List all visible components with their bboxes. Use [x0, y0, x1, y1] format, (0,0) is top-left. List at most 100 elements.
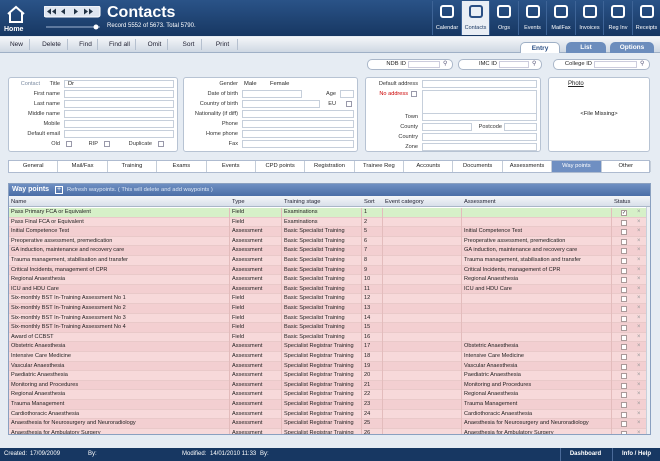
delete-button[interactable]: ×	[637, 247, 641, 254]
delete-button[interactable]: ×	[637, 276, 641, 283]
delete-button[interactable]: ×	[637, 209, 641, 215]
waypoint-row[interactable]: Vascular Anaesthesia Assessment Specialist…	[9, 361, 646, 372]
waypoint-row[interactable]: Pass Primary FCA or Equivalent Field Exami…	[9, 208, 646, 218]
status-checkbox[interactable]	[621, 248, 627, 255]
home-icon[interactable]	[6, 5, 26, 23]
waypoint-row[interactable]: Preoperative assessment, premedication As…	[9, 236, 646, 247]
status-checkbox[interactable]	[621, 382, 627, 389]
section-tab[interactable]: Assessments	[503, 161, 553, 172]
section-tab[interactable]: Trainee Reg	[355, 161, 405, 172]
waypoint-row[interactable]: Trauma Management Assessment Specialist Re…	[9, 400, 646, 410]
delete-button[interactable]: ×	[637, 343, 641, 350]
name-row-field[interactable]	[64, 120, 174, 128]
delete-button[interactable]: ×	[637, 353, 641, 359]
section-tab[interactable]: General	[9, 161, 59, 172]
name-row-field[interactable]	[64, 90, 174, 98]
status-checkbox[interactable]	[621, 258, 627, 264]
status-checkbox[interactable]	[621, 411, 627, 418]
delete-button[interactable]: ×	[637, 266, 641, 273]
status-checkbox[interactable]	[621, 344, 627, 351]
module-button[interactable]: Invoices	[574, 1, 603, 35]
waypoint-row[interactable]: Six-monthly BST In-Training Assessment N…	[9, 323, 646, 333]
section-tab[interactable]: Registration	[305, 161, 355, 172]
country-field[interactable]	[422, 133, 537, 141]
refresh-button[interactable]: +	[55, 186, 63, 194]
waypoint-row[interactable]: Trauma management, stabilisation and tra…	[9, 256, 646, 266]
delete-button[interactable]: ×	[637, 420, 641, 427]
delete-button[interactable]: ×	[637, 237, 641, 244]
view-tab[interactable]: List	[566, 42, 606, 53]
view-tab[interactable]: Entry	[520, 42, 560, 53]
status-checkbox[interactable]	[621, 430, 627, 434]
search-box[interactable]: NDB ID ⚲	[367, 59, 453, 70]
toolbar-button[interactable]: Find	[74, 39, 98, 50]
status-checkbox[interactable]	[621, 286, 627, 293]
search-box[interactable]: IMC ID ⚲	[458, 59, 542, 70]
status-checkbox[interactable]	[621, 421, 627, 428]
country-of-birth-field[interactable]	[242, 100, 320, 108]
status-checkbox[interactable]	[621, 392, 627, 399]
status-checkbox[interactable]	[621, 277, 627, 284]
status-checkbox[interactable]	[621, 306, 627, 312]
delete-button[interactable]: ×	[637, 218, 641, 225]
delete-button[interactable]: ×	[637, 314, 641, 321]
nationality-field[interactable]	[242, 110, 354, 118]
waypoint-row[interactable]: Obstetric Anaesthesia Assessment Specialis…	[9, 342, 646, 352]
town-field[interactable]	[422, 113, 537, 121]
delete-button[interactable]: ×	[637, 305, 641, 311]
waypoint-row[interactable]: Regional Anaesthesia Assessment Basic Spec…	[9, 275, 646, 285]
module-button[interactable]: MailFax	[546, 1, 574, 35]
section-tab[interactable]: Training	[108, 161, 158, 172]
photo-label[interactable]: Photo	[568, 81, 584, 87]
phone-field[interactable]	[242, 120, 354, 128]
module-button[interactable]: Contacts	[460, 1, 489, 35]
scrollbar[interactable]	[646, 207, 650, 434]
waypoint-row[interactable]: Six-monthly BST In-Training Assessment N…	[9, 294, 646, 304]
module-button[interactable]: Reg Inv	[603, 1, 631, 35]
delete-button[interactable]: ×	[637, 362, 641, 369]
waypoint-row[interactable]: GA induction, maintenance and recovery c…	[9, 246, 646, 256]
waypoint-row[interactable]: Paediatric Anaesthesia Assessment Speciali…	[9, 371, 646, 381]
waypoint-row[interactable]: Intensive Care Medicine Assessment Special…	[9, 352, 646, 362]
view-tab[interactable]: Options	[610, 42, 654, 53]
section-tab[interactable]: Mail/Fax	[58, 161, 108, 172]
status-checkbox[interactable]	[621, 296, 627, 303]
waypoint-row[interactable]: Six-monthly BST In-Training Assessment N…	[9, 304, 646, 314]
delete-button[interactable]: ×	[637, 285, 641, 292]
waypoint-row[interactable]: ICU and HDU Care Assessment Basic Speciali…	[9, 284, 646, 295]
home-label[interactable]: Home	[4, 26, 24, 33]
male-radio[interactable]: Male	[244, 81, 257, 87]
search-field[interactable]	[499, 61, 529, 68]
no-address-checkbox[interactable]	[411, 91, 417, 97]
status-checkbox[interactable]	[621, 373, 627, 380]
delete-button[interactable]: ×	[637, 401, 641, 407]
toolbar-button[interactable]: Omit	[142, 39, 168, 50]
toolbar-button[interactable]: Delete	[36, 39, 68, 50]
section-tab[interactable]: Way points	[552, 161, 602, 172]
section-tab[interactable]: Events	[207, 161, 256, 172]
status-checkbox[interactable]	[621, 363, 627, 370]
delete-button[interactable]: ×	[637, 324, 641, 331]
female-radio[interactable]: Female	[270, 81, 290, 87]
title-field[interactable]: Dr	[64, 80, 174, 88]
section-tab[interactable]: Exams	[157, 161, 207, 172]
fax-field[interactable]	[242, 140, 354, 148]
status-checkbox[interactable]	[621, 229, 627, 236]
duplicate-checkbox[interactable]	[158, 141, 164, 147]
module-button[interactable]: Calendar	[432, 1, 460, 35]
postcode-field[interactable]	[504, 123, 537, 131]
delete-button[interactable]: ×	[637, 333, 641, 340]
delete-button[interactable]: ×	[637, 228, 641, 235]
status-checkbox[interactable]	[621, 315, 627, 322]
waypoint-row[interactable]: Anaesthesia for Neurosurgery and Neurora…	[9, 419, 646, 429]
name-row-field[interactable]	[64, 110, 174, 118]
waypoint-row[interactable]: Initial Competence Test Assessment Basic S…	[9, 227, 646, 237]
name-row-field[interactable]	[64, 130, 174, 138]
status-checkbox[interactable]	[621, 219, 627, 226]
record-nav[interactable]	[44, 6, 102, 32]
waypoint-row[interactable]: Cardiothoracic Anaesthesia Assessment Spec…	[9, 409, 646, 420]
toolbar-button[interactable]: Find all	[104, 39, 136, 50]
module-button[interactable]: Events	[517, 1, 546, 35]
status-checkbox[interactable]	[621, 402, 627, 408]
toolbar-button[interactable]: Print	[208, 39, 238, 50]
